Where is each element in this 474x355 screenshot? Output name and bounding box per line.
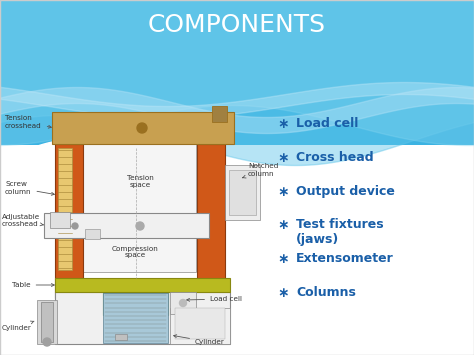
Text: ∗: ∗ <box>277 117 289 131</box>
Bar <box>175 308 225 339</box>
Text: Columns: Columns <box>296 286 356 299</box>
Bar <box>170 308 230 344</box>
Bar <box>115 334 127 340</box>
Bar <box>103 293 168 315</box>
Text: Screw
column: Screw column <box>5 181 55 195</box>
Text: Output device: Output device <box>296 185 395 198</box>
Circle shape <box>137 123 147 133</box>
Bar <box>83 144 196 272</box>
Circle shape <box>43 338 51 346</box>
Text: Notched
column: Notched column <box>243 164 278 178</box>
Text: Test fixtures
(jaws): Test fixtures (jaws) <box>296 218 384 246</box>
Bar <box>41 302 53 342</box>
Text: ∗: ∗ <box>277 286 289 300</box>
Bar <box>212 106 227 122</box>
Bar <box>58 148 72 270</box>
Text: Tension
crosshead: Tension crosshead <box>5 115 51 129</box>
Bar <box>0 145 474 355</box>
Text: Adjustable
crosshead: Adjustable crosshead <box>2 214 43 228</box>
Bar <box>103 293 168 343</box>
Text: COMPONENTS: COMPONENTS <box>148 13 326 37</box>
Bar <box>55 278 230 292</box>
Bar <box>52 112 234 144</box>
Text: Cylinder: Cylinder <box>173 335 225 345</box>
Bar <box>0 0 474 155</box>
Text: Cross head: Cross head <box>296 151 374 164</box>
Bar <box>50 212 70 228</box>
Text: ∗: ∗ <box>277 218 289 232</box>
Text: ∗: ∗ <box>277 185 289 198</box>
Bar <box>44 213 209 238</box>
Circle shape <box>72 223 78 229</box>
Bar <box>170 292 196 314</box>
Text: Load cell: Load cell <box>187 296 242 302</box>
Text: Table: Table <box>12 282 55 288</box>
Text: Extensometer: Extensometer <box>296 252 394 265</box>
Text: Load cell: Load cell <box>296 117 359 130</box>
Circle shape <box>180 300 186 306</box>
Text: ∗: ∗ <box>277 252 289 266</box>
Bar <box>197 144 225 298</box>
Circle shape <box>136 222 144 230</box>
Bar <box>55 144 83 298</box>
Text: Compression
space: Compression space <box>111 246 158 258</box>
Bar <box>85 229 100 239</box>
Bar <box>55 292 230 344</box>
Text: Tension
space: Tension space <box>127 175 154 189</box>
Text: ∗: ∗ <box>277 151 289 165</box>
Bar <box>37 300 57 344</box>
Text: Cylinder: Cylinder <box>2 321 34 331</box>
Bar <box>225 165 260 220</box>
Bar <box>229 170 256 215</box>
